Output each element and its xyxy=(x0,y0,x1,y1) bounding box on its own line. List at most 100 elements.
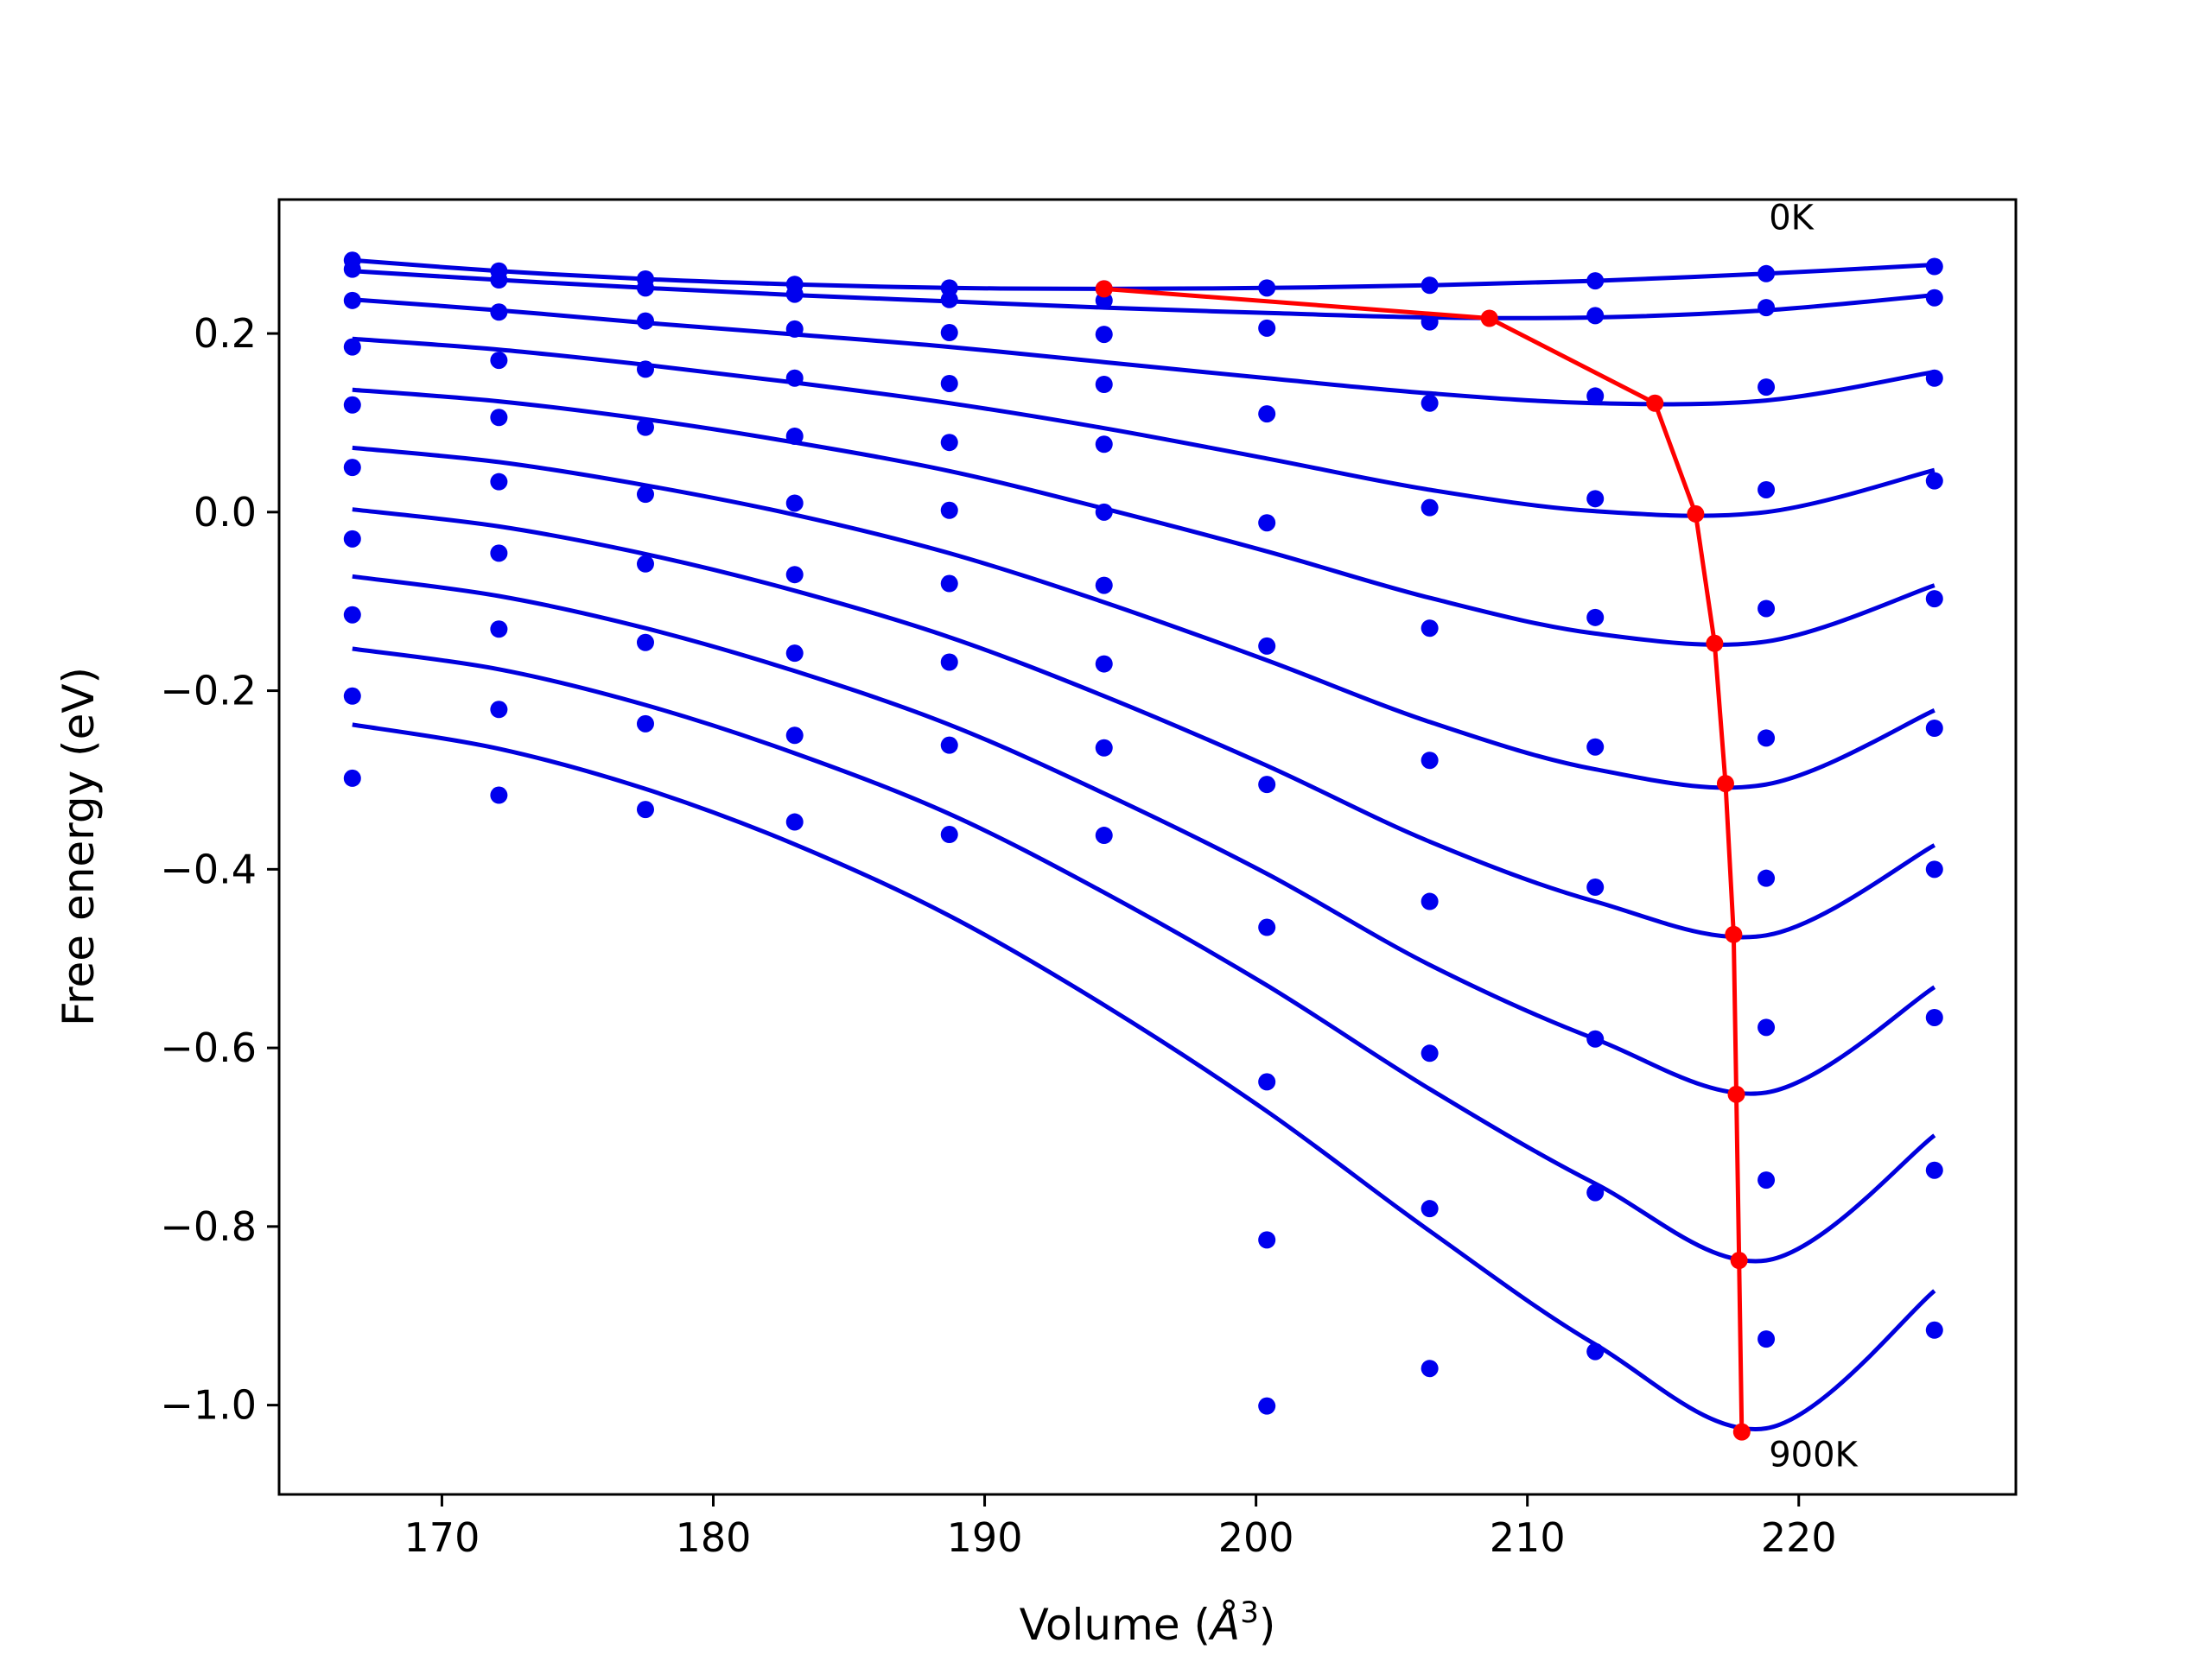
data-point xyxy=(1758,1171,1776,1189)
data-point xyxy=(1421,752,1439,770)
fit-curve-9 xyxy=(352,722,1936,1432)
data-point xyxy=(1925,289,1943,307)
data-point xyxy=(1258,637,1276,655)
minimum-marker xyxy=(1706,634,1724,652)
x-tick-label: 180 xyxy=(676,1514,752,1561)
data-point xyxy=(1925,590,1943,608)
minimum-marker xyxy=(1480,309,1498,327)
data-point xyxy=(1925,257,1943,276)
data-point xyxy=(1095,435,1113,454)
data-point xyxy=(1258,279,1276,297)
data-point xyxy=(636,418,654,436)
fit-curve-8 xyxy=(352,646,1936,1264)
data-point xyxy=(785,320,804,338)
x-tick-label: 220 xyxy=(1761,1514,1837,1561)
data-point xyxy=(636,555,654,573)
data-point xyxy=(1258,514,1276,532)
data-point xyxy=(1258,319,1276,337)
data-point xyxy=(1586,1342,1605,1361)
data-point xyxy=(940,574,958,593)
x-tick-label: 200 xyxy=(1218,1514,1294,1561)
x-axis-label: Volume (Å3) xyxy=(1020,1595,1276,1650)
data-point xyxy=(1925,369,1943,387)
y-tick-label: −0.2 xyxy=(160,668,257,714)
data-point xyxy=(785,285,804,303)
data-point xyxy=(1925,1321,1943,1339)
data-point xyxy=(343,769,361,787)
temperature-annotation: 900K xyxy=(1769,1435,1859,1475)
data-point xyxy=(1258,1073,1276,1091)
data-point xyxy=(636,485,654,504)
data-point xyxy=(940,374,958,392)
data-point xyxy=(636,801,654,819)
data-point xyxy=(636,360,654,378)
data-point xyxy=(490,473,508,491)
temperature-annotation: 0K xyxy=(1769,199,1815,238)
data-point xyxy=(1758,1018,1776,1037)
data-point xyxy=(1421,394,1439,412)
y-tick-label: −0.6 xyxy=(160,1024,257,1071)
data-point xyxy=(1758,299,1776,317)
data-point xyxy=(1586,608,1605,626)
minima-line xyxy=(1103,286,1745,1432)
data-point xyxy=(1095,655,1113,673)
data-point xyxy=(343,606,361,624)
data-point xyxy=(1095,576,1113,594)
data-point xyxy=(1925,1008,1943,1026)
data-point xyxy=(1586,272,1605,290)
data-point xyxy=(1421,313,1439,331)
fit-curve-3 xyxy=(352,336,1936,518)
data-point xyxy=(1095,827,1113,845)
data-point xyxy=(785,813,804,831)
data-point xyxy=(940,434,958,452)
data-point xyxy=(1925,472,1943,490)
data-point xyxy=(1758,1330,1776,1348)
data-point xyxy=(785,726,804,745)
data-point xyxy=(1095,326,1113,344)
data-point xyxy=(940,324,958,342)
data-point xyxy=(1586,387,1605,405)
data-point xyxy=(1421,1044,1439,1063)
data-point xyxy=(1925,1161,1943,1179)
data-point xyxy=(1421,619,1439,638)
plot-area xyxy=(343,251,1943,1441)
data-point xyxy=(490,544,508,562)
data-point xyxy=(1421,1360,1439,1378)
minimum-marker xyxy=(1727,1085,1745,1103)
data-point xyxy=(785,644,804,663)
data-point xyxy=(940,736,958,754)
minimum-marker xyxy=(1725,925,1743,943)
data-point xyxy=(1095,503,1113,521)
data-point xyxy=(940,290,958,308)
data-point xyxy=(343,687,361,705)
data-point xyxy=(1258,1397,1276,1415)
data-point xyxy=(343,459,361,477)
data-point xyxy=(1258,918,1276,936)
minimum-marker xyxy=(1646,394,1664,412)
data-point xyxy=(490,303,508,321)
data-point xyxy=(1421,276,1439,295)
data-point xyxy=(1258,776,1276,794)
data-point xyxy=(1095,375,1113,393)
data-point xyxy=(343,530,361,548)
y-tick-label: −0.8 xyxy=(160,1203,257,1250)
x-tick-label: 170 xyxy=(404,1514,480,1561)
data-point xyxy=(1925,720,1943,738)
data-point xyxy=(343,396,361,414)
data-point xyxy=(1421,498,1439,517)
data-point xyxy=(1758,599,1776,618)
data-point xyxy=(940,501,958,519)
data-point xyxy=(343,338,361,356)
data-point xyxy=(490,786,508,804)
data-point xyxy=(1421,1200,1439,1218)
data-point xyxy=(636,279,654,297)
data-point xyxy=(490,271,508,289)
fit-curve-4 xyxy=(352,387,1936,647)
data-point xyxy=(636,312,654,330)
data-point xyxy=(785,566,804,584)
data-point xyxy=(1758,378,1776,396)
data-point xyxy=(343,260,361,278)
data-point xyxy=(940,653,958,671)
